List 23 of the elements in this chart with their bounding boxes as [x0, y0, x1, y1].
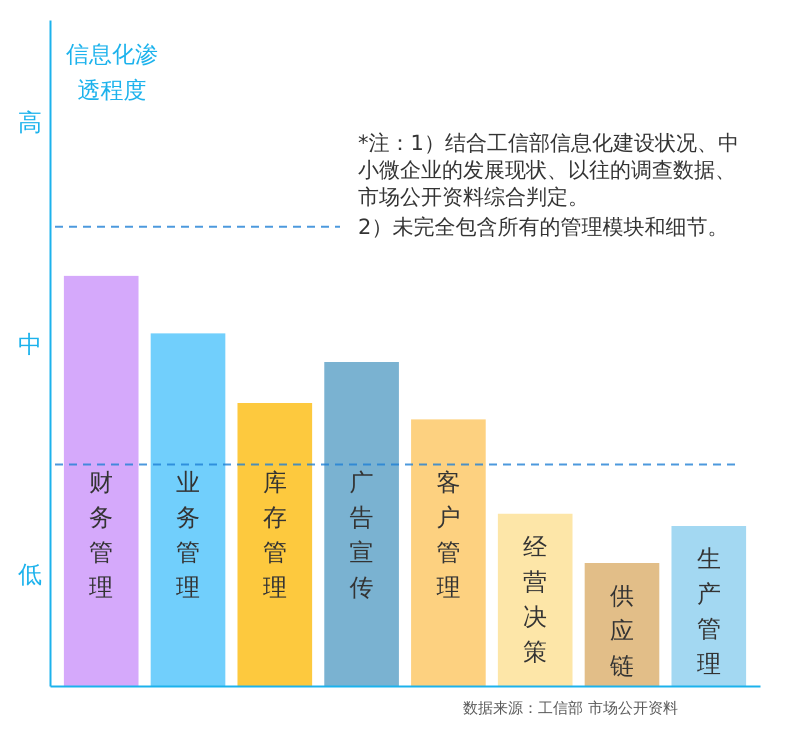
- bar: [411, 419, 486, 686]
- bar: [584, 562, 660, 686]
- bar: [324, 362, 399, 686]
- bar: [150, 333, 226, 686]
- x-tick-label: 供应链: [608, 582, 634, 680]
- x-tick-label: 库存管理: [262, 468, 287, 602]
- text: 信息化渗透程度: [66, 42, 158, 104]
- text: *注：1）结合工信部信息化建设状况、中小微企业的发展现状、以往的调查数据、市场公开资料综合判定。: [358, 131, 739, 209]
- source-note: 数据来源：工信部 市场公开资料: [463, 699, 678, 717]
- x-tick-label: 财务管理: [89, 468, 114, 602]
- x-tick-label: 客户管理: [436, 468, 460, 602]
- x-tick-label: 生产管理: [696, 545, 721, 678]
- bar: [671, 526, 746, 686]
- text: 高: [18, 108, 42, 136]
- bar: [498, 514, 573, 686]
- bar: [237, 403, 312, 686]
- bar: [64, 276, 139, 686]
- x-tick-label: 广告宣传: [350, 468, 374, 602]
- text: 低: [18, 560, 42, 588]
- text: 2）未完全包含所有的管理模块和细节。: [358, 215, 728, 239]
- text: 中: [18, 330, 42, 359]
- x-tick-label: 业务管理: [176, 468, 200, 602]
- x-tick-label: 经营决策: [523, 532, 548, 666]
